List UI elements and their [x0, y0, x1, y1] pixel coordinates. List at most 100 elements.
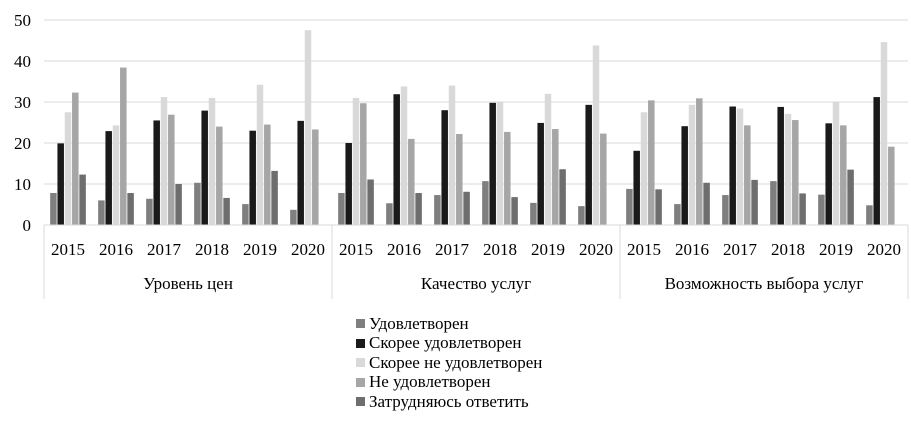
bar — [408, 138, 415, 225]
legend-item: Скорее удовлетворен — [356, 333, 656, 354]
bar — [441, 110, 448, 225]
x-tick-label: 2017 — [723, 240, 758, 259]
bar — [338, 193, 345, 225]
x-tick-label: 2020 — [867, 240, 901, 259]
axis-labels: 0 10 20 30 40 50 2015 2016 2017 2018 2019 2020 2015 2… — [14, 11, 901, 293]
bar — [736, 108, 744, 225]
bar — [703, 182, 710, 225]
axes — [43, 224, 909, 299]
bar — [880, 42, 888, 225]
bar-chart: 0 10 20 30 40 50 2015 2016 2017 2018 2019 2020 2015 2… — [14, 11, 909, 299]
y-tick-label: 30 — [14, 93, 31, 112]
x-tick-label: 2020 — [579, 240, 613, 259]
bar — [249, 130, 256, 225]
bar — [98, 200, 105, 225]
bar — [168, 114, 175, 225]
legend-item: Не удовлетворен — [356, 372, 656, 393]
bar — [688, 104, 696, 225]
bar — [463, 191, 470, 225]
bar — [825, 123, 832, 225]
bars — [50, 30, 895, 226]
bar — [223, 197, 230, 225]
bar — [264, 124, 271, 225]
y-tick-label: 50 — [14, 11, 31, 30]
bar — [304, 30, 312, 225]
bar — [729, 106, 736, 225]
bar — [600, 133, 607, 225]
legend-label: Скорее не удовлетворен — [369, 352, 543, 372]
x-tick-label: 2015 — [339, 240, 373, 259]
bar — [799, 193, 806, 225]
bar — [312, 129, 319, 225]
bar — [840, 125, 847, 225]
x-tick-label: 2015 — [51, 240, 85, 259]
legend-item: Удовлетворен — [356, 314, 656, 334]
bar — [722, 195, 729, 225]
bar — [847, 169, 854, 225]
gridlines — [44, 19, 908, 185]
x-tick-label: 2019 — [243, 240, 277, 259]
x-tick-label: 2018 — [771, 240, 805, 259]
bar — [559, 169, 566, 225]
bar — [592, 45, 600, 225]
x-tick-label: 2019 — [531, 240, 565, 259]
bar — [751, 179, 758, 225]
x-tick-label: 2016 — [675, 240, 709, 259]
bar — [367, 179, 374, 225]
bar — [57, 143, 64, 225]
bar — [415, 193, 422, 225]
bar — [120, 67, 127, 225]
bar — [744, 125, 751, 225]
x-tick-label: 2016 — [387, 240, 421, 259]
bar — [626, 188, 633, 225]
x-tick-label: 2017 — [435, 240, 470, 259]
bar — [448, 85, 456, 225]
bar — [242, 204, 249, 225]
bar — [393, 94, 400, 226]
x-tick-label: 2020 — [291, 240, 325, 259]
bar — [360, 103, 367, 225]
bar — [770, 181, 777, 225]
y-tick-label: 0 — [23, 216, 32, 235]
bar — [818, 194, 825, 225]
x-tick-label: 2019 — [819, 240, 853, 259]
bar — [784, 113, 792, 225]
bar — [456, 133, 463, 225]
bar — [127, 193, 134, 225]
legend-swatch — [356, 319, 365, 329]
bar — [832, 102, 840, 225]
y-tick-label: 40 — [14, 52, 31, 71]
legend-label: Удовлетворен — [369, 313, 469, 333]
bar — [489, 102, 496, 225]
bar — [866, 205, 873, 225]
bar — [400, 86, 408, 225]
y-tick-label: 10 — [14, 175, 31, 194]
bar — [297, 120, 304, 225]
bar — [352, 97, 360, 225]
group-label: Возможность выбора услуг — [665, 274, 864, 293]
bar — [585, 104, 592, 225]
x-tick-label: 2017 — [147, 240, 182, 259]
bar — [530, 202, 537, 225]
legend: Удовлетворен Скорее удовлетворен Скорее не… — [356, 314, 656, 412]
x-tick-label: 2016 — [99, 240, 133, 259]
x-tick-label: 2018 — [195, 240, 229, 259]
legend-swatch — [356, 358, 365, 368]
legend-label: Затрудняюсь ответить — [369, 391, 529, 411]
bar — [681, 126, 688, 225]
bar — [674, 204, 681, 225]
legend-item: Скорее не удовлетворен — [356, 353, 656, 373]
bar — [552, 129, 559, 225]
bar — [64, 112, 72, 225]
bar — [777, 106, 784, 225]
group-label: Уровень цен — [143, 274, 233, 293]
legend-swatch — [356, 377, 365, 387]
legend-label: Скорее удовлетворен — [369, 333, 522, 353]
bar — [511, 197, 518, 225]
bar — [79, 174, 86, 225]
bar — [50, 193, 57, 225]
bar — [175, 184, 182, 225]
bar — [290, 209, 297, 225]
bar — [544, 93, 552, 225]
y-tick-label: 20 — [14, 134, 31, 153]
